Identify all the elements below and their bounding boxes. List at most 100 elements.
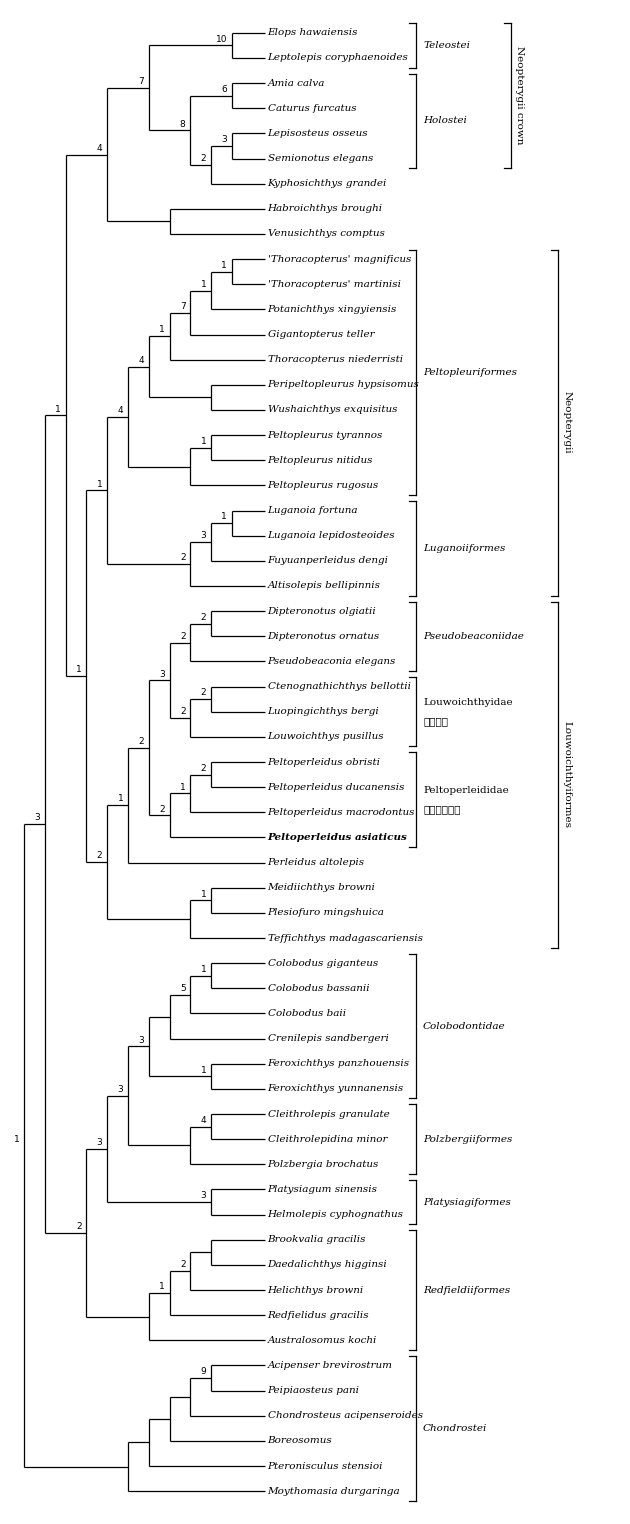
Text: Acipenser brevirostrum: Acipenser brevirostrum (268, 1361, 392, 1370)
Text: 1: 1 (180, 783, 186, 791)
Text: Gigantopterus teller: Gigantopterus teller (268, 331, 374, 338)
Text: 8: 8 (180, 119, 186, 128)
Text: Colobodontidae: Colobodontidae (423, 1021, 506, 1030)
Text: Peripeltopleurus hypsisomus: Peripeltopleurus hypsisomus (268, 381, 420, 389)
Text: 2: 2 (201, 154, 207, 163)
Text: Teffichthys madagascariensis: Teffichthys madagascariensis (268, 934, 423, 942)
Text: Dipteronotus ornatus: Dipteronotus ornatus (268, 632, 380, 640)
Text: 1: 1 (118, 794, 123, 803)
Text: 1: 1 (200, 890, 207, 899)
Text: 漏卧鱼科: 漏卧鱼科 (423, 716, 448, 727)
Text: Colobodus bassanii: Colobodus bassanii (268, 985, 369, 992)
Text: Peltoperleidus obristi: Peltoperleidus obristi (268, 757, 381, 767)
Text: Colobodus baii: Colobodus baii (268, 1009, 346, 1018)
Text: Chondrostei: Chondrostei (423, 1423, 488, 1433)
Text: 3: 3 (159, 669, 165, 678)
Text: Neopterygii crown: Neopterygii crown (515, 46, 524, 145)
Text: 3: 3 (118, 1085, 123, 1094)
Text: Kyphosichthys grandei: Kyphosichthys grandei (268, 180, 387, 187)
Text: Platysiagum sinensis: Platysiagum sinensis (268, 1186, 377, 1193)
Text: 2: 2 (180, 1260, 186, 1269)
Text: 1: 1 (97, 480, 103, 489)
Text: Helichthys browni: Helichthys browni (268, 1286, 364, 1294)
Text: Teleostei: Teleostei (423, 41, 470, 50)
Text: 3: 3 (97, 1138, 103, 1148)
Text: 1: 1 (200, 965, 207, 974)
Text: 1: 1 (159, 1282, 165, 1291)
Text: Chondrosteus acipenseroides: Chondrosteus acipenseroides (268, 1411, 423, 1420)
Text: Pseudobeaconiidae: Pseudobeaconiidae (423, 632, 524, 640)
Text: 7: 7 (180, 302, 186, 311)
Text: 3: 3 (35, 814, 40, 823)
Text: 5: 5 (180, 985, 186, 992)
Text: 2: 2 (159, 805, 165, 814)
Text: Holostei: Holostei (423, 116, 467, 125)
Text: Peltopleurus tyrannos: Peltopleurus tyrannos (268, 431, 383, 439)
Text: 2: 2 (201, 689, 207, 698)
Text: Daedalichthys higginsi: Daedalichthys higginsi (268, 1260, 387, 1269)
Text: 2: 2 (180, 707, 186, 716)
Text: Cleithrolepidina minor: Cleithrolepidina minor (268, 1135, 387, 1143)
Text: 1: 1 (221, 261, 227, 270)
Text: Louwoichthyiformes: Louwoichthyiformes (563, 721, 572, 828)
Text: Redfieldiiformes: Redfieldiiformes (423, 1286, 510, 1294)
Text: Polzbergia brochatus: Polzbergia brochatus (268, 1160, 379, 1169)
Text: 1: 1 (159, 325, 165, 334)
Text: 1: 1 (14, 1135, 20, 1143)
Text: Perleidus altolepis: Perleidus altolepis (268, 858, 365, 867)
Text: Louwoichthys pusillus: Louwoichthys pusillus (268, 733, 384, 741)
Text: 1: 1 (200, 1065, 207, 1074)
Text: Feroxichthys panzhouensis: Feroxichthys panzhouensis (268, 1059, 410, 1068)
Text: 2: 2 (97, 852, 103, 861)
Text: Peltopleurus nitidus: Peltopleurus nitidus (268, 456, 373, 465)
Text: Amia calva: Amia calva (268, 79, 325, 87)
Text: Semionotus elegans: Semionotus elegans (268, 154, 373, 163)
Text: Brookvalia gracilis: Brookvalia gracilis (268, 1236, 366, 1244)
Text: Lepisosteus osseus: Lepisosteus osseus (268, 130, 368, 137)
Text: Luopingichthys bergi: Luopingichthys bergi (268, 707, 379, 716)
Text: Habroichthys broughi: Habroichthys broughi (268, 204, 382, 213)
Text: 2: 2 (180, 632, 186, 640)
Text: Meidiichthys browni: Meidiichthys browni (268, 884, 375, 892)
Text: Peipiaosteus pani: Peipiaosteus pani (268, 1387, 360, 1394)
Text: Venusichthys comptus: Venusichthys comptus (268, 230, 384, 238)
Text: Moythomasia durgaringa: Moythomasia durgaringa (268, 1486, 400, 1495)
Text: Ctenognathichthys bellottii: Ctenognathichthys bellottii (268, 683, 411, 690)
Text: Australosomus kochi: Australosomus kochi (268, 1337, 377, 1344)
Text: Helmolepis cyphognathus: Helmolepis cyphognathus (268, 1210, 403, 1219)
Text: Redfielidus gracilis: Redfielidus gracilis (268, 1311, 369, 1320)
Text: Peltoperleidus macrodontus: Peltoperleidus macrodontus (268, 808, 415, 817)
Text: Luganoiiformes: Luganoiiformes (423, 544, 505, 553)
Text: 9: 9 (200, 1367, 207, 1376)
Text: Fuyuanperleidus dengi: Fuyuanperleidus dengi (268, 556, 389, 565)
Text: 1: 1 (200, 280, 207, 290)
Text: 4: 4 (97, 143, 103, 152)
Text: 2: 2 (180, 553, 186, 562)
Text: Feroxichthys yunnanensis: Feroxichthys yunnanensis (268, 1085, 404, 1093)
Text: 2: 2 (201, 764, 207, 773)
Text: 3: 3 (200, 1192, 207, 1201)
Text: Polzbergiiformes: Polzbergiiformes (423, 1135, 512, 1143)
Text: Neopterygii: Neopterygii (563, 392, 572, 454)
Text: Wushaichthys exquisitus: Wushaichthys exquisitus (268, 405, 397, 415)
Text: Dipteronotus olgiatii: Dipteronotus olgiatii (268, 607, 376, 616)
Text: Plesiofuro mingshuica: Plesiofuro mingshuica (268, 908, 384, 917)
Text: Cleithrolepis granulate: Cleithrolepis granulate (268, 1109, 389, 1119)
Text: 3: 3 (138, 1036, 144, 1044)
Text: Pteronisculus stensioi: Pteronisculus stensioi (268, 1462, 383, 1471)
Text: 1: 1 (76, 666, 82, 675)
Text: Pseudobeaconia elegans: Pseudobeaconia elegans (268, 657, 396, 666)
Text: 'Thoracopterus' magnificus: 'Thoracopterus' magnificus (268, 255, 411, 264)
Text: Crenilepis sandbergeri: Crenilepis sandbergeri (268, 1035, 388, 1042)
Text: 3: 3 (221, 136, 227, 145)
Text: Leptolepis coryphaenoides: Leptolepis coryphaenoides (268, 53, 408, 62)
Text: 6: 6 (221, 85, 227, 94)
Text: Altisolepis bellipinnis: Altisolepis bellipinnis (268, 582, 381, 590)
Text: 1: 1 (221, 512, 227, 521)
Text: Caturus furcatus: Caturus furcatus (268, 104, 356, 113)
Text: Peltoperleidus ducanensis: Peltoperleidus ducanensis (268, 783, 405, 791)
Text: Peltoperleididae: Peltoperleididae (423, 786, 509, 794)
Text: 4: 4 (201, 1116, 207, 1125)
Text: Peltoperleidus asiaticus: Peltoperleidus asiaticus (268, 834, 408, 841)
Text: 2: 2 (76, 1222, 82, 1231)
